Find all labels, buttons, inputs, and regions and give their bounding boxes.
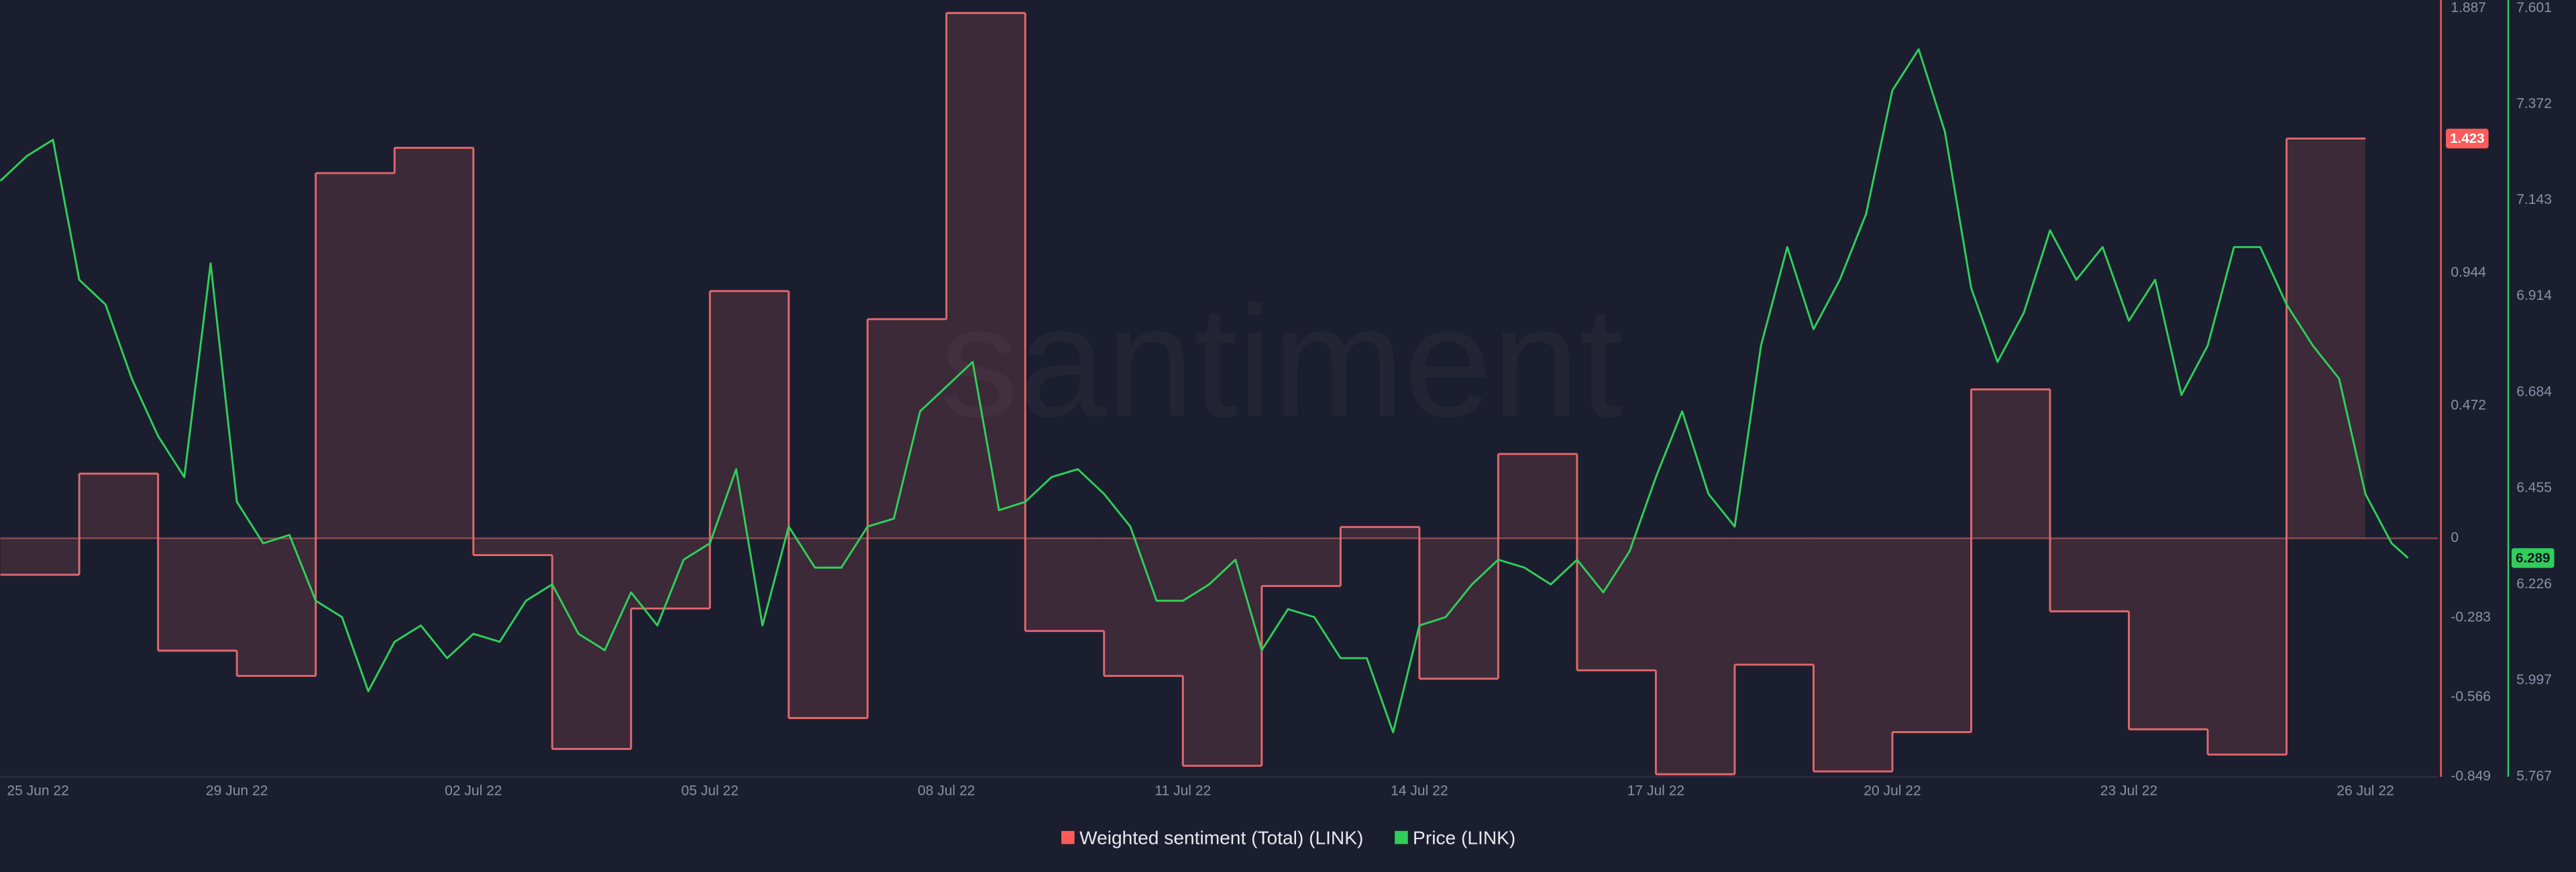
legend-item[interactable]: Price (LINK) [1395,827,1515,848]
legend-swatch [1061,830,1075,844]
sentiment-area [1340,527,1419,539]
sentiment-steps [0,11,2366,775]
y2-tick-label: 5.997 [2516,672,2552,688]
sentiment-area [1419,538,1499,679]
sentiment-area [79,474,158,539]
y2-tick-label: 6.226 [2516,576,2552,592]
sentiment-area [788,538,868,718]
sentiment-area [1261,538,1341,586]
y-tick-label: 0 [2451,530,2459,545]
sentiment-area [315,173,395,539]
legend-label: Price (LINK) [1413,827,1515,848]
sentiment-area [946,13,1026,539]
last-value-badge [2445,128,2489,149]
price-line [0,48,2409,734]
sentiment-area [2207,538,2287,755]
y-tick-label: -0.849 [2451,769,2491,784]
sentiment-area [237,538,316,676]
y-tick-label: -0.283 [2451,610,2491,625]
x-tick-label: 17 Jul 22 [1627,783,1684,799]
sentiment-area [1813,538,1892,772]
last-value-badge [2511,548,2555,568]
last-value-label: 6.289 [2516,551,2550,566]
sentiment-area [1892,538,1972,732]
sentiment-area [552,538,631,749]
x-tick-label: 14 Jul 22 [1391,783,1448,799]
sentiment-area [0,538,80,575]
y2-tick-label: 7.372 [2516,96,2552,111]
sentiment-area [1971,389,2050,539]
sentiment-area [394,148,474,539]
y2-tick-label: 7.601 [2516,0,2552,15]
sentiment-area [2129,538,2208,730]
last-value-label: 1.423 [2450,131,2484,146]
y-tick-label: 0.944 [2451,265,2486,280]
sentiment-area [1025,538,1104,631]
legend-item[interactable]: Weighted sentiment (Total) (LINK) [1061,827,1363,848]
sentiment-area [2286,138,2366,539]
legend-swatch [1395,830,1408,844]
x-tick-label: 02 Jul 22 [445,783,502,799]
y2-tick-label: 7.143 [2516,192,2552,207]
x-tick-label: 23 Jul 22 [2100,783,2157,799]
watermark: santiment [940,273,1623,449]
sentiment-area [158,538,237,651]
legend-label: Weighted sentiment (Total) (LINK) [1079,827,1363,848]
y-tick-label: 0.472 [2451,397,2486,413]
sentiment-area [1734,538,1814,665]
sentiment-area [473,538,553,555]
y-tick-label: -0.566 [2451,689,2491,704]
x-tick-label: 05 Jul 22 [682,783,739,799]
sentiment-area [2049,538,2129,612]
x-tick-label: 11 Jul 22 [1155,783,1211,799]
y2-tick-label: 6.914 [2516,288,2552,303]
x-tick-label: 29 Jun 22 [206,783,268,799]
sentiment-area [1183,538,1262,766]
sentiment-area [1104,538,1183,676]
sentiment-area [631,538,710,609]
sentiment-area [1656,538,1735,775]
sentiment-area [1498,453,1577,539]
x-tick-label: 20 Jul 22 [1864,783,1921,799]
y2-tick-label: 6.455 [2516,480,2552,496]
y-tick-label: 1.887 [2451,0,2486,15]
sentiment-area [1576,538,1656,671]
x-tick-label: 25 Jun 22 [7,783,68,799]
x-tick-label: 08 Jul 22 [918,783,975,799]
y2-tick-label: 6.684 [2516,384,2552,400]
sentiment-area [867,319,947,539]
x-tick-label: 26 Jul 22 [2337,783,2394,799]
y2-tick-label: 5.767 [2516,769,2552,784]
sentiment-area [710,290,789,539]
